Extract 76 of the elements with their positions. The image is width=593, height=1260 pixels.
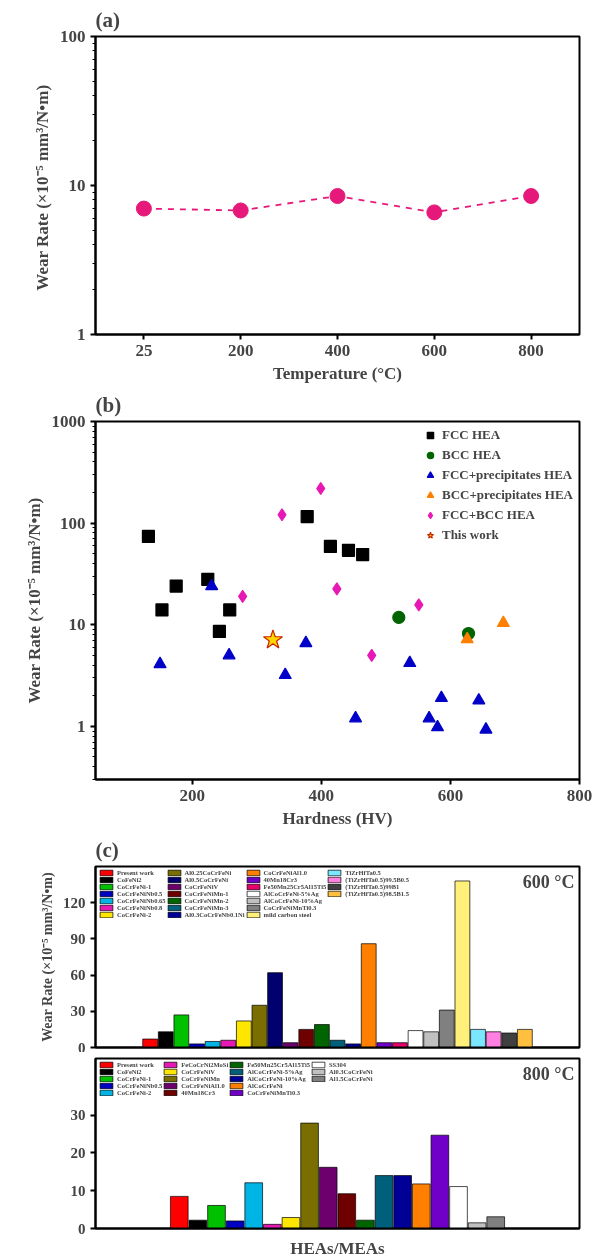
point — [356, 548, 370, 562]
chart-title: (c) — [95, 837, 119, 862]
chart-title: (a) — [95, 7, 120, 32]
legend-label: BCC+precipitates HEA — [441, 487, 573, 503]
point — [523, 188, 540, 204]
y-tick-label: 100 — [60, 27, 86, 46]
point — [496, 615, 510, 628]
y-axis-title: Wear Rate (×10⁻⁵ mm³/N•m) — [24, 497, 44, 704]
legend-label: FCC+precipitates HEA — [441, 467, 573, 483]
y-tick-label: 0 — [78, 1039, 86, 1056]
point — [460, 631, 474, 644]
x-tick-label: 200 — [179, 785, 206, 805]
point — [155, 603, 169, 617]
point — [422, 710, 436, 723]
y-axis-title: Wear Rate (×10⁻⁵ mm³/N•m) — [40, 872, 56, 1042]
y-tick-label: 60 — [70, 967, 86, 984]
point — [329, 188, 346, 204]
legend-label: FCC+BCC HEA — [441, 507, 535, 523]
point — [169, 579, 183, 593]
x-tick-label: 200 — [227, 340, 254, 360]
point — [348, 710, 363, 723]
point — [223, 603, 237, 617]
legend-label: This work — [441, 527, 499, 543]
x-tick-label: 600 — [437, 785, 464, 805]
x-axis-title: Temperature (°C) — [272, 363, 403, 383]
point — [341, 543, 356, 557]
y-tick-label: 90 — [70, 930, 86, 947]
x-tick-label: 800 — [566, 785, 593, 805]
point — [472, 692, 486, 705]
y-tick-label: 120 — [63, 894, 86, 911]
point — [205, 578, 219, 591]
point — [135, 200, 152, 217]
legend-label: BCC HEA — [441, 447, 501, 463]
y-axis-title: Wear Rate (×10⁻⁵ mm³/N•m) — [33, 84, 52, 291]
point — [392, 610, 406, 625]
point — [212, 624, 226, 638]
point — [153, 656, 167, 669]
point — [277, 508, 287, 522]
y-tick-label: 30 — [70, 1003, 86, 1020]
y-tick-label: 1 — [77, 325, 86, 344]
point — [367, 648, 377, 662]
y-tick-label: 10 — [68, 176, 86, 195]
y-tick-label: 20 — [70, 1144, 86, 1161]
x-tick-label: 400 — [324, 340, 351, 360]
x-tick-label: 400 — [308, 785, 335, 805]
y-tick-label: 30 — [70, 1107, 86, 1124]
point — [426, 204, 443, 221]
legend-label: FCC HEA — [441, 427, 501, 443]
y-tick-label: 10 — [68, 615, 86, 635]
y-tick-label: 100 — [60, 513, 86, 533]
x-tick-label: 600 — [421, 340, 448, 360]
y-tick-label: 1 — [77, 716, 86, 736]
point — [278, 667, 292, 680]
annotation: 600 °C — [522, 871, 575, 892]
point — [262, 629, 284, 649]
annotation: 800 °C — [522, 1063, 575, 1084]
point — [141, 529, 156, 544]
point — [434, 690, 448, 703]
point — [222, 647, 236, 660]
point — [300, 509, 314, 524]
y-tick-label: 10 — [70, 1182, 86, 1199]
x-tick-label: 800 — [518, 340, 544, 360]
point — [430, 719, 445, 732]
point — [299, 635, 313, 648]
chart-title: (b) — [95, 392, 122, 417]
point — [332, 582, 342, 596]
point — [232, 202, 249, 219]
point — [323, 539, 337, 554]
point — [414, 598, 424, 612]
y-tick-label: 1000 — [51, 412, 86, 431]
x-axis-title: HEAs/MEAs — [290, 1238, 386, 1258]
y-tick-label: 0 — [78, 1220, 86, 1237]
point — [403, 655, 417, 668]
x-tick-label: 25 — [135, 340, 153, 360]
x-axis-title: Hardness (HV) — [282, 808, 393, 828]
point — [479, 722, 493, 734]
